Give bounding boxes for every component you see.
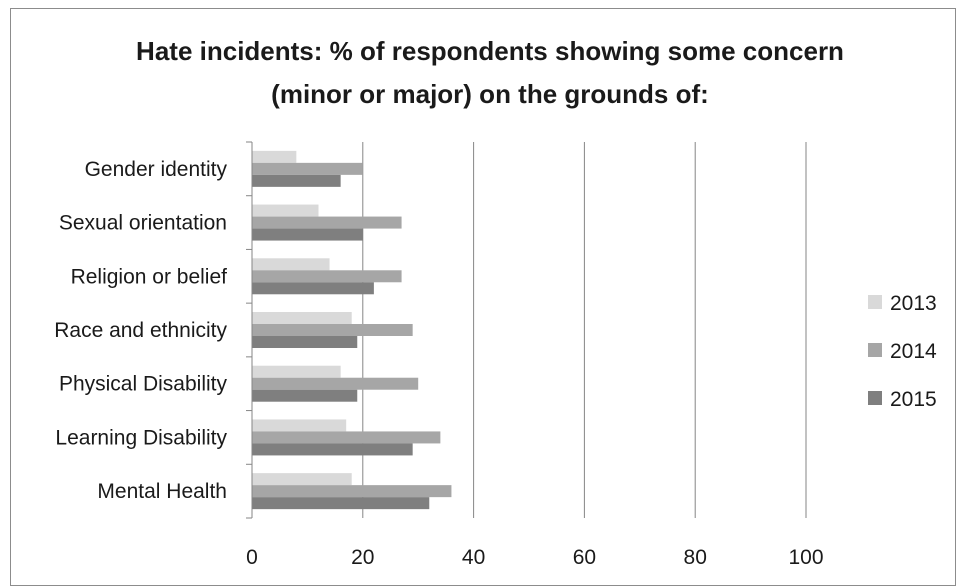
bar-2014-mental-health: [252, 485, 452, 498]
x-tick-label: 80: [684, 546, 707, 569]
chart-title-line-2: (minor or major) on the grounds of:: [271, 79, 709, 109]
bars: [252, 150, 452, 510]
x-tick-label: 100: [788, 546, 823, 569]
bar-2015-physical-disability: [252, 389, 358, 402]
bar-2015-sexual-orientation: [252, 228, 363, 241]
legend-swatch-2013: [868, 295, 882, 309]
bar-2013-sexual-orientation: [252, 204, 319, 217]
bar-2015-gender-identity: [252, 174, 341, 187]
bar-2013-learning-disability: [252, 419, 347, 432]
gridlines: [362, 142, 807, 518]
category-label: Sexual orientation: [59, 212, 227, 235]
x-tick-label: 0: [246, 546, 258, 569]
category-label: Gender identity: [85, 158, 228, 181]
legend-swatch-2014: [868, 343, 882, 357]
bar-2014-sexual-orientation: [252, 216, 402, 229]
chart-title: Hate incidents: % of respondents showing…: [136, 36, 844, 109]
x-tick-labels: 0 20 40 60 80 100: [246, 546, 823, 569]
chart-title-line-1: Hate incidents: % of respondents showing…: [136, 36, 844, 66]
bar-2014-physical-disability: [252, 377, 419, 390]
legend-swatch-2015: [868, 391, 882, 405]
x-tick-label: 60: [573, 546, 596, 569]
bar-2014-learning-disability: [252, 431, 441, 444]
legend-label-2015: 2015: [890, 388, 937, 411]
chart-frame: [10, 8, 956, 586]
bar-2013-gender-identity: [252, 150, 297, 163]
bar-2013-religion-or-belief: [252, 258, 330, 271]
legend-label-2013: 2013: [890, 292, 937, 315]
category-label: Physical Disability: [59, 373, 228, 396]
category-label: Learning Disability: [55, 426, 227, 449]
bar-2013-physical-disability: [252, 365, 341, 378]
category-label: Race and ethnicity: [54, 319, 227, 342]
legend: 2013 2014 2015: [868, 292, 937, 411]
x-tick-label: 20: [351, 546, 374, 569]
bar-2015-race-and-ethnicity: [252, 336, 358, 348]
bar-2014-gender-identity: [252, 162, 363, 175]
x-tick-label: 40: [462, 546, 485, 569]
bar-2015-mental-health: [252, 497, 430, 510]
bar-2015-religion-or-belief: [252, 282, 374, 295]
category-label: Mental Health: [97, 480, 227, 503]
bar-2013-mental-health: [252, 473, 352, 486]
category-label: Religion or belief: [71, 265, 228, 288]
category-labels: Gender identity Sexual orientation Religio…: [54, 158, 227, 503]
bar-2014-religion-or-belief: [252, 270, 402, 283]
bar-2015-learning-disability: [252, 443, 413, 456]
bar-2013-race-and-ethnicity: [252, 312, 352, 324]
bar-2014-race-and-ethnicity: [252, 324, 413, 336]
legend-label-2014: 2014: [890, 340, 937, 363]
axes: [246, 141, 253, 519]
